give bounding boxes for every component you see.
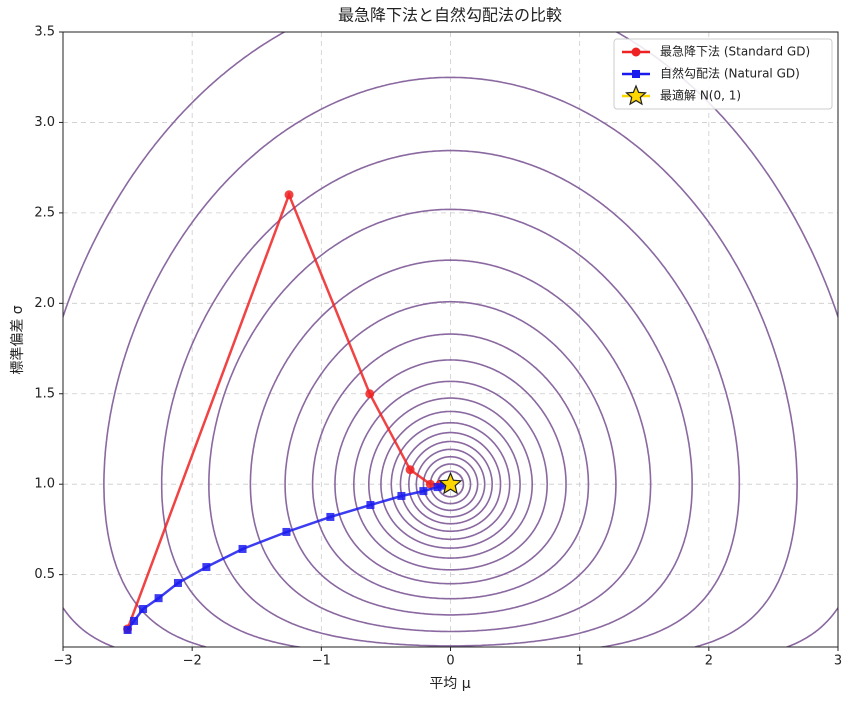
contour-line bbox=[429, 463, 472, 505]
point bbox=[284, 190, 294, 200]
x-tick-label: −2 bbox=[183, 654, 202, 669]
point bbox=[438, 471, 463, 495]
y-tick-label: 1.5 bbox=[34, 386, 55, 401]
contour-line bbox=[334, 359, 567, 585]
point bbox=[123, 625, 132, 634]
x-tick-label: 1 bbox=[576, 654, 584, 669]
point bbox=[130, 616, 139, 625]
legend-marker bbox=[631, 47, 641, 57]
legend-label: 自然勾配法 (Natural GD) bbox=[660, 66, 800, 81]
chart-title: 最急降下法と自然勾配法の比較 bbox=[338, 6, 562, 25]
point bbox=[238, 544, 247, 553]
x-tick-label: −1 bbox=[312, 654, 331, 669]
x-tick-label: 2 bbox=[705, 654, 713, 669]
point bbox=[440, 481, 449, 490]
legend-marker bbox=[632, 70, 640, 78]
x-tick-label: 3 bbox=[834, 654, 842, 669]
point bbox=[202, 563, 211, 572]
y-tick-label: 3.0 bbox=[34, 115, 55, 130]
legend-label: 最適解 N(0, 1) bbox=[660, 88, 741, 103]
legend-marker bbox=[625, 84, 647, 106]
y-tick-label: 0.5 bbox=[34, 567, 55, 582]
y-tick-label: 2.0 bbox=[34, 296, 55, 311]
y-axis-label: 標準偏差 σ bbox=[10, 305, 26, 374]
contour-line bbox=[353, 380, 548, 571]
contour-line bbox=[311, 333, 590, 600]
y-tick-label: 1.0 bbox=[34, 477, 55, 492]
contour-line bbox=[380, 410, 521, 549]
point bbox=[366, 501, 375, 510]
contour-line bbox=[399, 431, 502, 533]
y-tick-label: 2.5 bbox=[34, 205, 55, 220]
x-tick-label: 0 bbox=[446, 654, 454, 669]
legend-box bbox=[613, 38, 833, 110]
contour-line bbox=[408, 440, 493, 525]
contour-line bbox=[208, 208, 693, 647]
point bbox=[397, 491, 406, 500]
point bbox=[282, 527, 291, 536]
point bbox=[433, 483, 442, 492]
x-tick-label: −3 bbox=[53, 654, 72, 669]
y-tick-label: 3.5 bbox=[34, 25, 55, 40]
legend-label: 最急降下法 (Standard GD) bbox=[660, 44, 810, 59]
point bbox=[419, 487, 428, 496]
point bbox=[425, 479, 435, 489]
point bbox=[173, 578, 182, 587]
contour-line bbox=[368, 397, 533, 559]
point bbox=[365, 389, 375, 399]
point bbox=[326, 512, 335, 521]
contour-line bbox=[415, 448, 486, 518]
plot-frame bbox=[62, 31, 839, 648]
point bbox=[139, 605, 148, 614]
contour-line bbox=[422, 455, 479, 512]
point bbox=[405, 465, 415, 475]
contour-line bbox=[103, 76, 798, 647]
contour-line bbox=[284, 300, 617, 616]
contour-line bbox=[249, 259, 652, 633]
point bbox=[154, 594, 163, 603]
series-line bbox=[126, 191, 441, 630]
contour-line bbox=[390, 421, 511, 541]
x-axis-label: 平均 μ bbox=[429, 676, 470, 692]
